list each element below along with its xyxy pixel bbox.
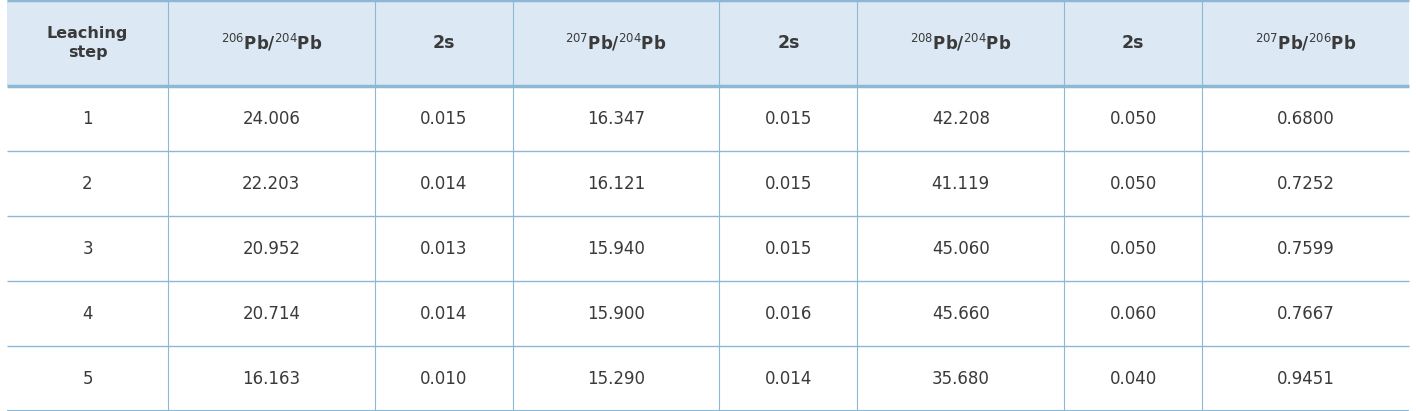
- Text: 42.208: 42.208: [932, 110, 990, 128]
- Text: 16.347: 16.347: [588, 110, 646, 128]
- Text: 0.050: 0.050: [1110, 110, 1157, 128]
- Text: 0.7667: 0.7667: [1277, 305, 1334, 323]
- Text: 0.050: 0.050: [1110, 175, 1157, 193]
- Text: $^{207}$$\mathbf{Pb}$/$^{204}$$\mathbf{Pb}$: $^{207}$$\mathbf{Pb}$/$^{204}$$\mathbf{P…: [565, 32, 667, 54]
- Bar: [7, 281, 1409, 346]
- Text: 20.952: 20.952: [242, 240, 300, 258]
- Text: 1: 1: [82, 110, 93, 128]
- Text: 0.015: 0.015: [421, 110, 467, 128]
- Text: 2: 2: [82, 175, 93, 193]
- Text: $^{206}$$\mathbf{Pb}$/$^{204}$$\mathbf{Pb}$: $^{206}$$\mathbf{Pb}$/$^{204}$$\mathbf{P…: [221, 32, 321, 54]
- Text: 16.121: 16.121: [588, 175, 646, 193]
- Text: 15.900: 15.900: [588, 305, 646, 323]
- Text: 45.660: 45.660: [932, 305, 990, 323]
- Text: 41.119: 41.119: [932, 175, 990, 193]
- Text: 0.9451: 0.9451: [1277, 369, 1334, 388]
- Text: 0.014: 0.014: [421, 175, 467, 193]
- Text: 15.290: 15.290: [588, 369, 646, 388]
- Text: Leaching
step: Leaching step: [47, 26, 129, 60]
- Text: 0.015: 0.015: [765, 110, 813, 128]
- Text: 15.940: 15.940: [588, 240, 646, 258]
- Text: 2s: 2s: [1121, 34, 1144, 52]
- Text: 45.060: 45.060: [932, 240, 990, 258]
- Text: 0.015: 0.015: [765, 240, 813, 258]
- Text: 35.680: 35.680: [932, 369, 990, 388]
- Text: 0.060: 0.060: [1110, 305, 1157, 323]
- Text: 24.006: 24.006: [242, 110, 300, 128]
- Text: 3: 3: [82, 240, 93, 258]
- Text: 0.050: 0.050: [1110, 240, 1157, 258]
- Text: 16.163: 16.163: [242, 369, 300, 388]
- Text: 0.6800: 0.6800: [1277, 110, 1334, 128]
- Text: 0.014: 0.014: [421, 305, 467, 323]
- Text: 0.010: 0.010: [421, 369, 467, 388]
- Bar: [7, 86, 1409, 151]
- Text: $^{208}$$\mathbf{Pb}$/$^{204}$$\mathbf{Pb}$: $^{208}$$\mathbf{Pb}$/$^{204}$$\mathbf{P…: [910, 32, 1011, 54]
- Bar: [7, 216, 1409, 281]
- Text: 20.714: 20.714: [242, 305, 300, 323]
- Text: 2s: 2s: [777, 34, 800, 52]
- Text: $^{207}$$\mathbf{Pb}$/$^{206}$$\mathbf{Pb}$: $^{207}$$\mathbf{Pb}$/$^{206}$$\mathbf{P…: [1255, 32, 1357, 54]
- Text: 2s: 2s: [432, 34, 455, 52]
- Text: 0.040: 0.040: [1110, 369, 1157, 388]
- Bar: [7, 0, 1409, 86]
- Bar: [7, 346, 1409, 411]
- Text: 0.015: 0.015: [765, 175, 813, 193]
- Text: 22.203: 22.203: [242, 175, 300, 193]
- Text: 5: 5: [82, 369, 93, 388]
- Text: 4: 4: [82, 305, 93, 323]
- Text: 0.016: 0.016: [765, 305, 813, 323]
- Bar: [7, 151, 1409, 216]
- Text: 0.7599: 0.7599: [1277, 240, 1334, 258]
- Text: 0.013: 0.013: [421, 240, 467, 258]
- Text: 0.7252: 0.7252: [1276, 175, 1334, 193]
- Text: 0.014: 0.014: [765, 369, 813, 388]
